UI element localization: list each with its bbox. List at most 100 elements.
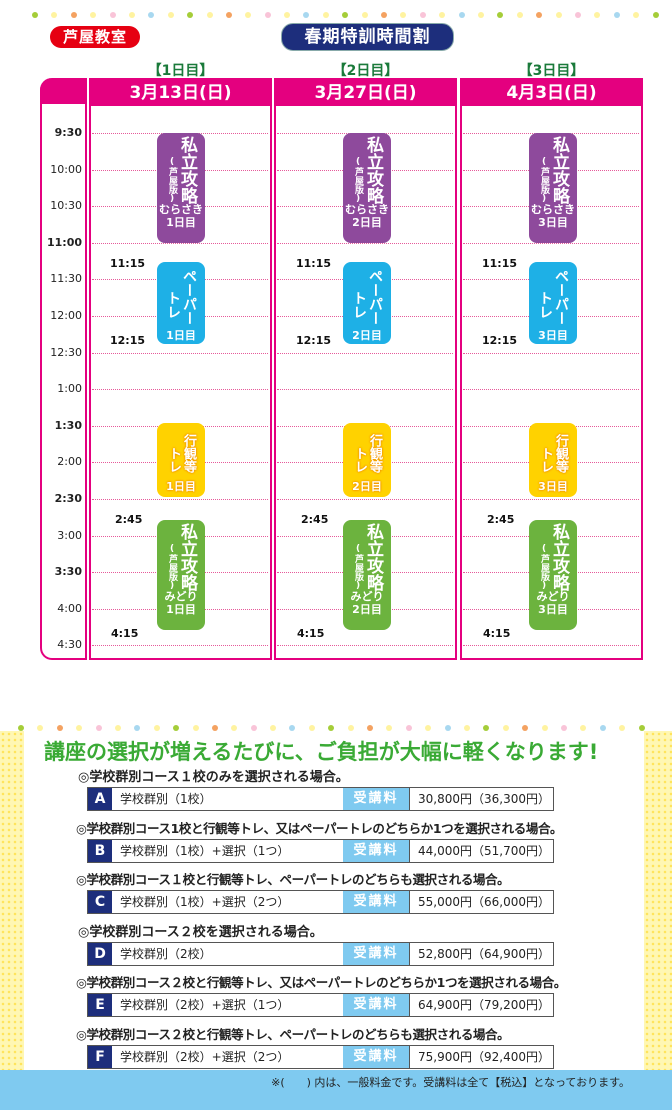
day-number: 1日目 — [166, 216, 196, 229]
paper-top: トレ ペーパー — [157, 265, 205, 329]
paper-col1: ペーパー — [367, 269, 383, 325]
paper-col2: トレ — [537, 291, 553, 319]
decorative-dot — [264, 12, 271, 18]
decorative-dot — [458, 12, 465, 18]
time-label: 9:30 — [54, 126, 82, 139]
course-sub: みどり — [350, 590, 384, 603]
decorative-dot — [32, 12, 38, 18]
decorative-dot — [633, 12, 640, 18]
decorative-dot — [580, 725, 587, 731]
decorative-dot — [245, 12, 252, 18]
course-title: 私立攻略 — [363, 523, 383, 591]
time-column — [40, 78, 87, 660]
classroom-badge: 芦屋教室 — [50, 26, 140, 48]
decorative-dot — [560, 725, 567, 731]
gyokan-top: トレ 行観等 — [157, 426, 205, 480]
gyokan-top: トレ 行観等 — [343, 426, 391, 480]
page-title: 春期特訓時間割 — [281, 23, 454, 51]
decorative-dot — [308, 725, 315, 731]
option-condition: ◎学校群別コース1校と行観等トレ、又はペーパートレのどちらか1つを選択される場合… — [76, 820, 563, 836]
midori-start-time: 2:45 — [301, 513, 329, 526]
region-label: (芦屋版) — [539, 543, 549, 591]
decorative-dot — [497, 12, 504, 18]
time-label: 11:30 — [50, 272, 82, 286]
paper-col2: トレ — [165, 291, 181, 319]
paper-start-time: 11:15 — [296, 257, 332, 270]
course-sub: みどり — [164, 590, 198, 603]
decorative-dot — [347, 725, 354, 731]
option-letter: D — [88, 942, 112, 965]
paper-block: トレ ペーパー 1日目 — [157, 262, 205, 344]
time-label: 2:00 — [57, 455, 82, 469]
option-price: 55,000円（66,000円） — [409, 891, 553, 914]
option-condition: ◎学校群別コース２校と行観等トレ、ペーパートレのどちらも選択される場合。 — [76, 1027, 510, 1042]
decorative-dot — [502, 725, 509, 731]
decorative-dot — [225, 12, 232, 18]
decorative-dot — [211, 725, 218, 731]
decorative-dot — [381, 12, 388, 18]
decorative-dot — [619, 725, 626, 731]
top-dot-border — [32, 12, 672, 18]
course-sub: むらさき — [345, 203, 389, 216]
decorative-dot — [76, 725, 83, 731]
decorative-dot — [187, 12, 194, 18]
decorative-dot — [114, 725, 121, 731]
course-sub: むらさき — [531, 203, 575, 216]
option-price: 52,800円（64,900円） — [409, 942, 553, 965]
decorative-dot — [444, 725, 451, 731]
gyokan-col1: 行観等 — [553, 433, 568, 473]
footer-bar — [0, 1070, 672, 1110]
decorative-dot — [284, 12, 291, 18]
gridline — [92, 242, 268, 244]
decorative-dot — [536, 12, 543, 18]
decorative-dot — [90, 12, 97, 18]
course-title: 私立攻略 — [177, 523, 197, 591]
time-label: 2:30 — [54, 492, 82, 505]
option-letter: C — [88, 891, 112, 914]
midori-end-time: 4:15 — [111, 627, 139, 640]
decorative-dot — [37, 725, 44, 731]
paper-start-time: 11:15 — [482, 257, 518, 270]
decorative-dot — [439, 12, 446, 18]
midori-start-time: 2:45 — [487, 513, 515, 526]
day-date-3: 4月3日(日) — [462, 80, 641, 106]
murasaki-block: (芦屋版) 私立攻略 むらさき 1日目 — [157, 133, 205, 243]
decorative-dot — [270, 725, 277, 731]
gridline — [463, 352, 639, 354]
option-label: 学校群別（2校）+選択（1つ） — [120, 998, 290, 1013]
time-label: 1:30 — [54, 418, 82, 432]
decorative-dot — [95, 725, 102, 731]
decorative-dot — [463, 725, 470, 731]
decorative-dot — [386, 725, 393, 731]
gridline — [92, 499, 268, 500]
course-title: 私立攻略 — [549, 136, 569, 204]
decorative-dot — [328, 725, 335, 731]
gridline — [92, 389, 268, 391]
decorative-dot — [70, 12, 77, 18]
region-label: (芦屋版) — [167, 543, 177, 591]
day-number: 2日目 — [352, 603, 382, 616]
price-row: C 学校群別（1校）+選択（2つ） 受講料 55,000円（66,000円） — [87, 890, 554, 915]
gridline — [277, 645, 453, 647]
day-date-2: 3月27日(日) — [276, 80, 455, 106]
time-label: 4:00 — [57, 601, 82, 615]
decorative-dot — [419, 12, 426, 18]
time-label: 12:30 — [50, 345, 82, 359]
day-number: 2日目 — [352, 216, 382, 229]
gridline — [463, 499, 639, 500]
decorative-dot — [153, 725, 160, 731]
gyokan-col1: 行観等 — [367, 433, 382, 473]
price-row: E 学校群別（2校）+選択（1つ） 受講料 64,900円（79,200円） — [87, 993, 554, 1018]
gridline — [277, 499, 453, 500]
gridline — [277, 242, 453, 244]
day-number: 2日目 — [352, 480, 382, 493]
day-number: 3日目 — [538, 480, 568, 493]
gyokan-col2: トレ — [166, 447, 181, 473]
fee-label: 受講料 — [343, 1046, 409, 1068]
decorative-dot — [109, 12, 116, 18]
decorative-dot — [574, 12, 581, 18]
day-label-2: 【2日目】 — [332, 63, 399, 79]
paper-end-time: 12:15 — [110, 334, 146, 347]
option-label: 学校群別（1校） — [120, 792, 212, 806]
fee-label: 受講料 — [343, 942, 409, 965]
